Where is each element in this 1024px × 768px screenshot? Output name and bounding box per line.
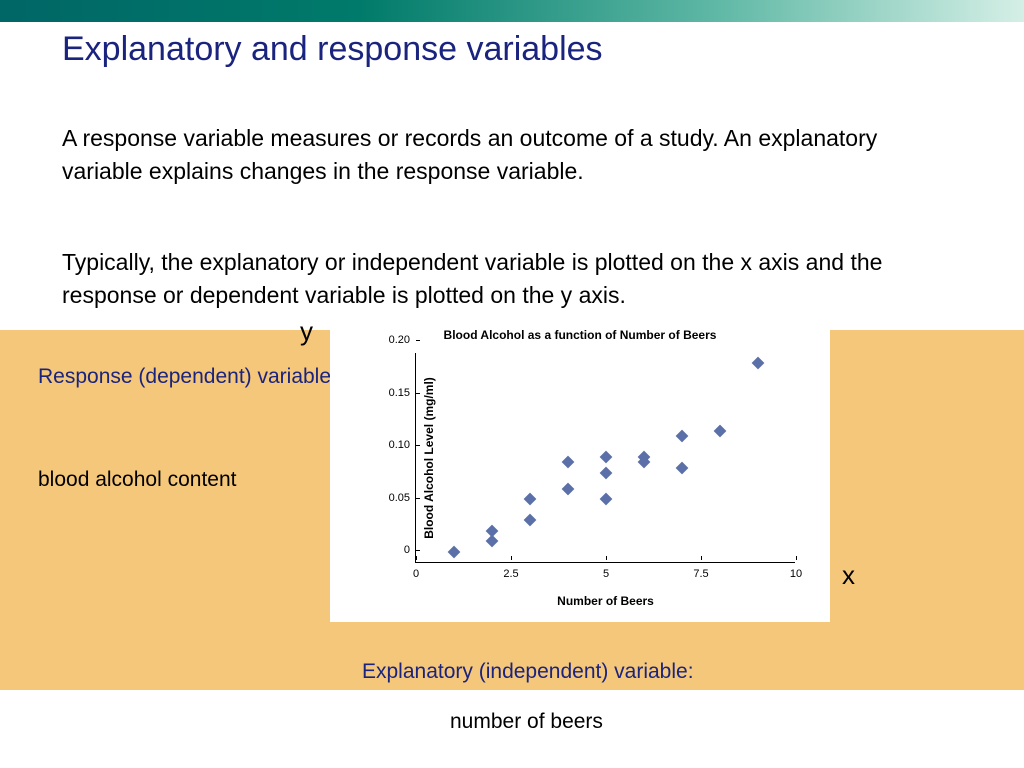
chart-y-tick: 0.05 xyxy=(356,492,416,504)
chart-data-point xyxy=(524,514,537,527)
chart-x-tick: 7.5 xyxy=(681,562,721,580)
response-variable-label: Response (dependent) variable: xyxy=(38,362,337,392)
chart-data-point xyxy=(600,466,613,479)
scatter-chart: Blood Alcohol as a function of Number of… xyxy=(330,322,830,622)
chart-x-tick: 2.5 xyxy=(491,562,531,580)
chart-data-point xyxy=(448,545,461,558)
intro-paragraph-1: A response variable measures or records … xyxy=(62,122,962,189)
top-accent-bar xyxy=(0,0,1024,22)
explanatory-variable-label: Explanatory (independent) variable: xyxy=(362,660,694,684)
page-title: Explanatory and response variables xyxy=(62,30,603,69)
y-axis-letter: y xyxy=(300,316,313,347)
chart-data-point xyxy=(562,456,575,469)
chart-y-tick: 0 xyxy=(356,544,416,556)
slide: { "header": { "title": "Explanatory and … xyxy=(0,0,1024,768)
chart-data-point xyxy=(486,535,499,548)
chart-data-point xyxy=(600,493,613,506)
chart-data-point xyxy=(714,424,727,437)
explanatory-variable-value: number of beers xyxy=(450,710,603,734)
chart-x-tick: 5 xyxy=(586,562,626,580)
chart-y-tick: 0.15 xyxy=(356,387,416,399)
x-axis-letter: x xyxy=(842,560,855,591)
chart-y-tick: 0.10 xyxy=(356,439,416,451)
response-variable-value: blood alcohol content xyxy=(38,465,237,495)
chart-data-point xyxy=(752,356,765,369)
chart-data-point xyxy=(524,493,537,506)
chart-data-point xyxy=(600,451,613,464)
chart-data-point xyxy=(562,482,575,495)
intro-paragraph-2: Typically, the explanatory or independen… xyxy=(62,246,962,313)
chart-x-tick: 0 xyxy=(396,562,436,580)
chart-data-point xyxy=(676,430,689,443)
chart-y-axis-label: Blood Alcohol Level (mg/ml) xyxy=(422,377,436,539)
chart-y-tick: 0.20 xyxy=(356,334,416,346)
chart-x-axis-label: Number of Beers xyxy=(557,594,654,608)
chart-data-point xyxy=(676,461,689,474)
chart-plot-area: Blood Alcohol Level (mg/ml) Number of Be… xyxy=(415,353,795,563)
chart-x-tick: 10 xyxy=(776,562,816,580)
